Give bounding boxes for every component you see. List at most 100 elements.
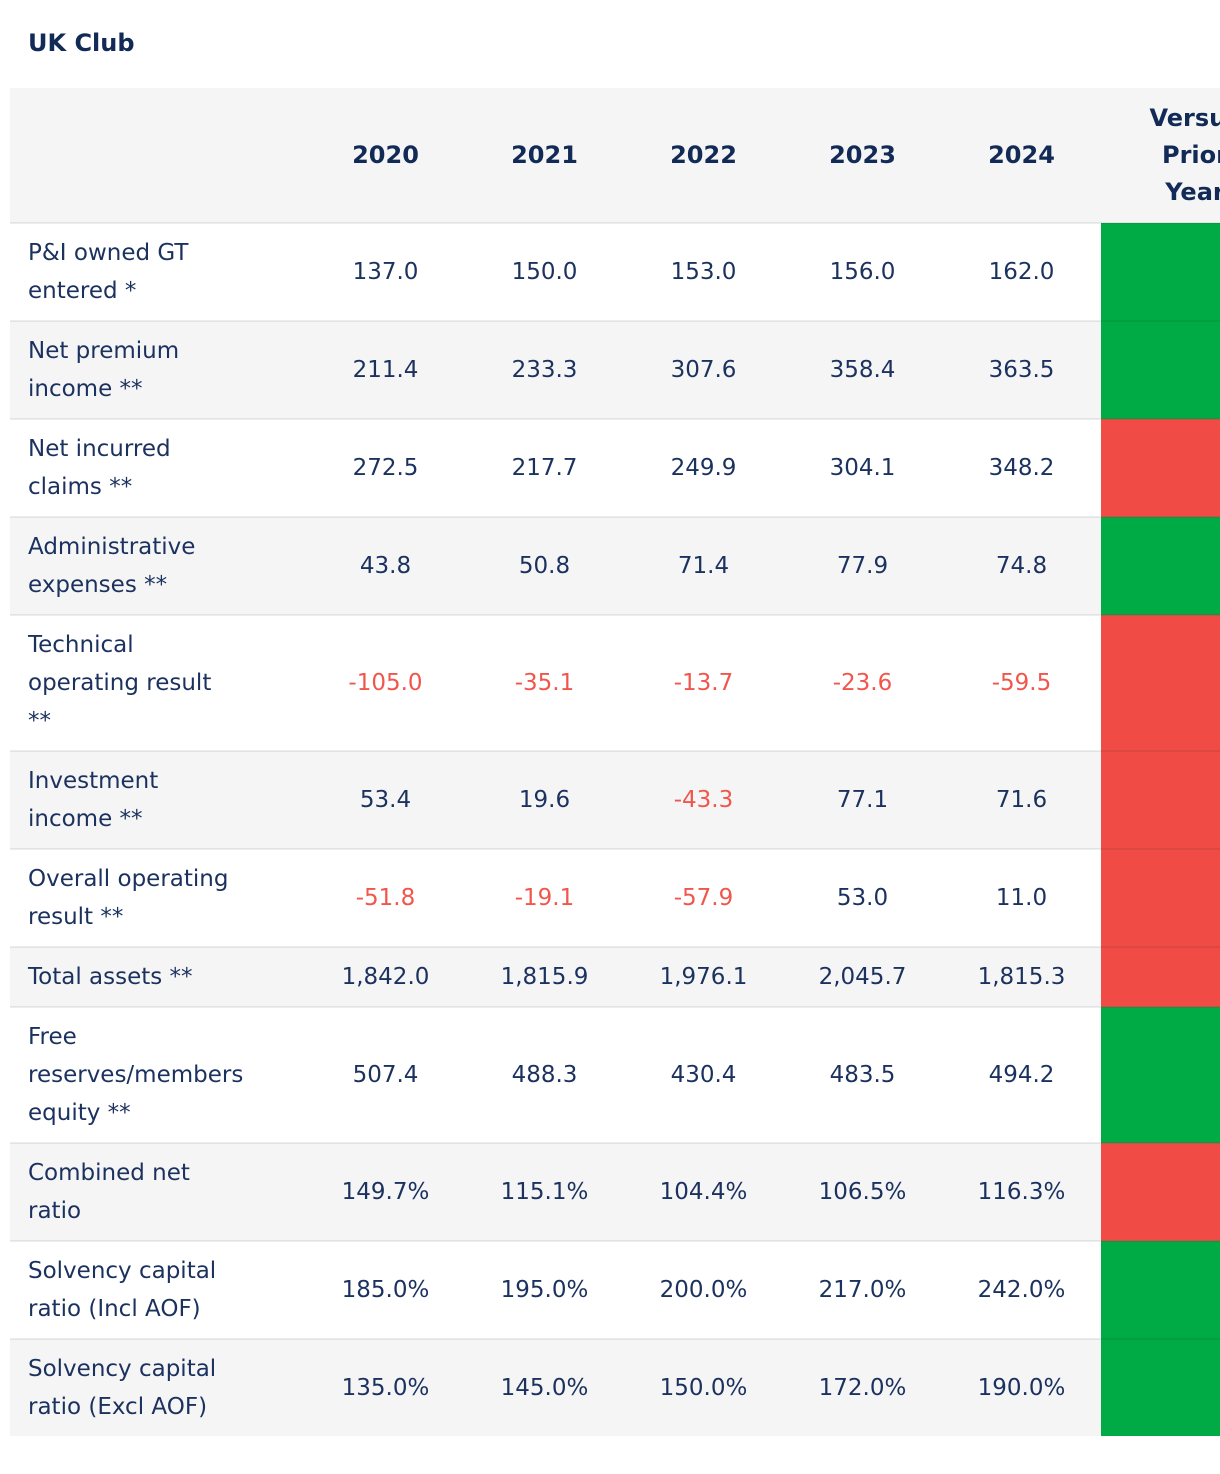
year-column-header: 2021 — [465, 88, 624, 223]
value-cell: 71.4 — [624, 516, 783, 615]
value-cell: 348.2 — [942, 418, 1101, 517]
value-cell: 115.1% — [465, 1142, 624, 1241]
table-row: Overall operating result ** -51.8 -19.1 -57… — [10, 848, 1220, 947]
versus-prior-year-indicator-green — [1101, 516, 1220, 615]
row-label: Administrative expenses ** — [10, 516, 306, 615]
versus-prior-year-indicator-red — [1101, 946, 1220, 1007]
year-column-header: 2020 — [306, 88, 465, 223]
value-cell: 135.0% — [306, 1338, 465, 1436]
value-cell: -19.1 — [465, 848, 624, 947]
value-cell: 74.8 — [942, 516, 1101, 615]
value-cell: 217.7 — [465, 418, 624, 517]
value-cell: 488.3 — [465, 1006, 624, 1143]
value-cell: 233.3 — [465, 320, 624, 419]
value-cell: 185.0% — [306, 1240, 465, 1339]
versus-prior-year-indicator-red — [1101, 750, 1220, 849]
versus-prior-year-indicator-red — [1101, 418, 1220, 517]
value-cell: 195.0% — [465, 1240, 624, 1339]
row-label: Solvency capital ratio (Incl AOF) — [10, 1240, 306, 1339]
row-label: Free reserves/⁠members equity ** — [10, 1006, 306, 1143]
value-cell: -35.1 — [465, 614, 624, 751]
value-cell: 149.7% — [306, 1142, 465, 1241]
table-row: Total assets ** 1,842.0 1,815.9 1,976.1 2,04… — [10, 946, 1220, 1007]
value-cell: 430.4 — [624, 1006, 783, 1143]
value-cell: 162.0 — [942, 222, 1101, 321]
row-label: Net premium income ** — [10, 320, 306, 419]
value-cell: 150.0% — [624, 1338, 783, 1436]
row-label: Investment income ** — [10, 750, 306, 849]
versus-prior-year-indicator-green — [1101, 222, 1220, 321]
table-row: Net premium income ** 211.4 233.3 307.6 358.… — [10, 320, 1220, 419]
value-cell: 190.0% — [942, 1338, 1101, 1436]
value-cell: 242.0% — [942, 1240, 1101, 1339]
table-row: Net incurred claims ** 272.5 217.7 249.9 304… — [10, 418, 1220, 517]
versus-prior-year-indicator-green — [1101, 1240, 1220, 1339]
value-cell: 1,842.0 — [306, 946, 465, 1007]
value-cell: -105.0 — [306, 614, 465, 751]
versus-prior-year-indicator-green — [1101, 1006, 1220, 1143]
value-cell: 116.3% — [942, 1142, 1101, 1241]
table-row: Investment income ** 53.4 19.6 -43.3 77.1 71.… — [10, 750, 1220, 849]
value-cell: 137.0 — [306, 222, 465, 321]
value-cell: 71.6 — [942, 750, 1101, 849]
value-cell: 494.2 — [942, 1006, 1101, 1143]
value-cell: -51.8 — [306, 848, 465, 947]
value-cell: 106.5% — [783, 1142, 942, 1241]
value-cell: 156.0 — [783, 222, 942, 321]
value-cell: 211.4 — [306, 320, 465, 419]
value-cell: 217.0% — [783, 1240, 942, 1339]
row-label: Technical operating result ** — [10, 614, 306, 751]
table-row: P&I owned GT entered * 137.0 150.0 153.0 156… — [10, 222, 1220, 321]
value-cell: -43.3 — [624, 750, 783, 849]
value-cell: 43.8 — [306, 516, 465, 615]
table-row: Technical operating result ** -105.0 -35.1… — [10, 614, 1220, 751]
page-title: UK Club — [28, 29, 135, 57]
row-label-column-header — [10, 88, 306, 223]
value-cell: 2,045.7 — [783, 946, 942, 1007]
table-row: Free reserves/⁠members equity ** 507.4 488… — [10, 1006, 1220, 1143]
value-cell: 272.5 — [306, 418, 465, 517]
value-cell: 19.6 — [465, 750, 624, 849]
value-cell: 11.0 — [942, 848, 1101, 947]
value-cell: -59.5 — [942, 614, 1101, 751]
value-cell: 363.5 — [942, 320, 1101, 419]
value-cell: 77.9 — [783, 516, 942, 615]
versus-prior-year-indicator-green — [1101, 1338, 1220, 1436]
versus-prior-year-indicator-green — [1101, 320, 1220, 419]
value-cell: 507.4 — [306, 1006, 465, 1143]
table-row: Administrative expenses ** 43.8 50.8 71.4 77… — [10, 516, 1220, 615]
table-body: P&I owned GT entered * 137.0 150.0 153.0 156… — [10, 222, 1220, 1436]
versus-prior-year-column-header: Versus Prior Year — [1101, 88, 1220, 223]
value-cell: 1,815.3 — [942, 946, 1101, 1007]
year-column-header: 2023 — [783, 88, 942, 223]
value-cell: 249.9 — [624, 418, 783, 517]
versus-prior-year-header-text: Versus Prior Year — [1149, 103, 1220, 206]
value-cell: 304.1 — [783, 418, 942, 517]
versus-prior-year-indicator-red — [1101, 1142, 1220, 1241]
row-label: P&I owned GT entered * — [10, 222, 306, 321]
value-cell: 53.4 — [306, 750, 465, 849]
versus-prior-year-indicator-red — [1101, 848, 1220, 947]
value-cell: 200.0% — [624, 1240, 783, 1339]
row-label: Net incurred claims ** — [10, 418, 306, 517]
value-cell: 50.8 — [465, 516, 624, 615]
value-cell: 483.5 — [783, 1006, 942, 1143]
value-cell: -23.6 — [783, 614, 942, 751]
row-label: Total assets ** — [10, 946, 306, 1007]
value-cell: 307.6 — [624, 320, 783, 419]
table-row: Solvency capital ratio (Excl AOF) 135.0% 1… — [10, 1338, 1220, 1436]
value-cell: -57.9 — [624, 848, 783, 947]
year-column-header: 2024 — [942, 88, 1101, 223]
value-cell: 1,976.1 — [624, 946, 783, 1007]
value-cell: 77.1 — [783, 750, 942, 849]
value-cell: 358.4 — [783, 320, 942, 419]
value-cell: 172.0% — [783, 1338, 942, 1436]
value-cell: 150.0 — [465, 222, 624, 321]
value-cell: 153.0 — [624, 222, 783, 321]
year-column-header: 2022 — [624, 88, 783, 223]
value-cell: 53.0 — [783, 848, 942, 947]
value-cell: -13.7 — [624, 614, 783, 751]
table-row: Solvency capital ratio (Incl AOF) 185.0% 1… — [10, 1240, 1220, 1339]
row-label: Solvency capital ratio (Excl AOF) — [10, 1338, 306, 1436]
